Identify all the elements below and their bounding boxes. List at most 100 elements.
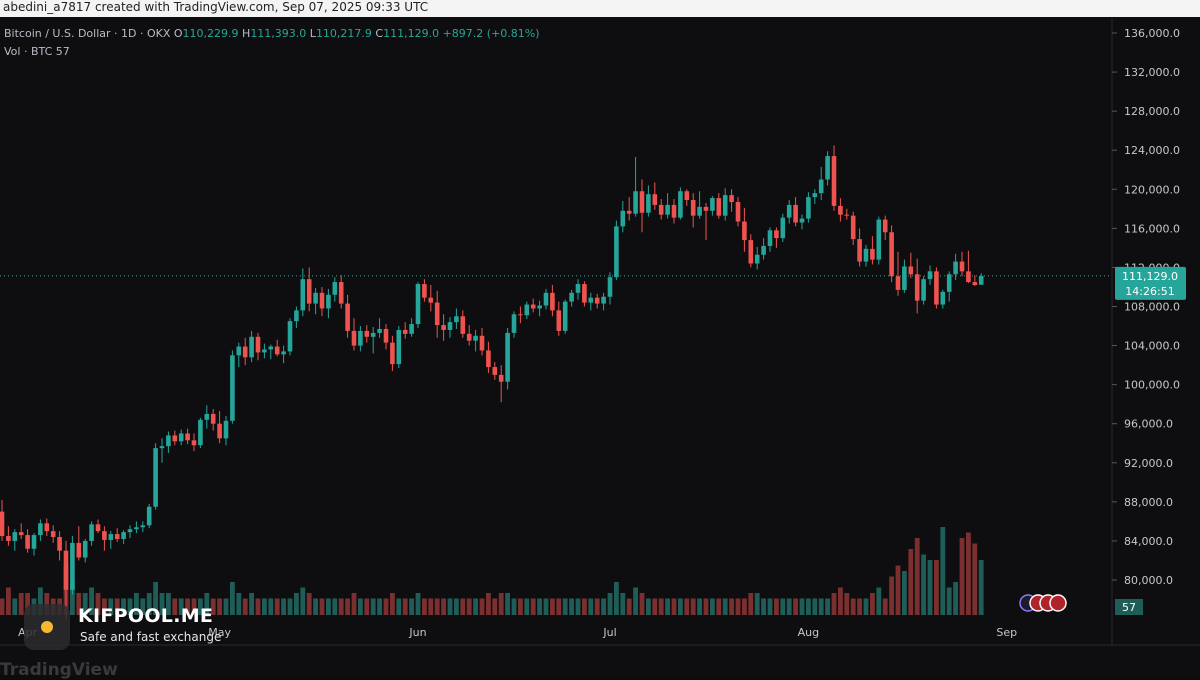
symbol-label: Bitcoin / U.S. Dollar · 1D · OKX	[4, 27, 171, 40]
candle-body	[946, 274, 952, 292]
candle-body	[50, 531, 56, 538]
candle	[0, 499, 5, 541]
candle	[902, 259, 907, 293]
volume-bar	[940, 527, 946, 615]
candle	[953, 253, 958, 281]
candle	[242, 337, 248, 366]
candle-body	[537, 305, 542, 309]
candle-body	[25, 535, 30, 549]
x-tick-label: Jun	[408, 626, 426, 639]
candle-body	[57, 537, 62, 551]
candle	[255, 332, 261, 361]
candle	[633, 157, 638, 217]
candle	[479, 327, 485, 356]
volume-bar	[492, 598, 498, 615]
candle	[684, 189, 690, 206]
volume-bar	[569, 598, 574, 615]
candle-body	[402, 329, 408, 334]
candle-body	[492, 367, 498, 375]
chart-panel[interactable]	[0, 17, 1200, 675]
candle-body	[31, 535, 37, 549]
volume-bar	[76, 593, 82, 615]
volume-bar	[518, 598, 523, 615]
candle-body	[658, 204, 664, 215]
volume-bar	[447, 598, 453, 615]
volume-bar	[550, 598, 555, 615]
candle	[671, 199, 677, 224]
candle	[870, 236, 875, 265]
candle-body	[82, 540, 88, 558]
price-axis: 136,000.0 132,000.0 128,000.0 124,000.0 120,…	[1112, 27, 1180, 587]
header-credit: abedini_a7817 created with TradingView.c…	[0, 0, 1200, 17]
y-tick-label: 92,000.0	[1124, 457, 1173, 470]
candle	[780, 213, 786, 243]
volume-bar	[966, 532, 971, 615]
volume-bar	[742, 598, 747, 615]
close-label: C	[375, 27, 384, 40]
candle	[524, 301, 530, 320]
y-tick-label: 100,000.0	[1124, 379, 1180, 392]
candle-body	[332, 282, 338, 295]
volume-bar	[268, 598, 274, 615]
volume-bar	[326, 598, 331, 615]
volume-bar	[223, 598, 229, 615]
candle-body	[319, 292, 325, 309]
volume-bar	[428, 598, 434, 615]
volume-bar	[614, 582, 619, 615]
candle-body	[940, 291, 946, 305]
candle-body	[857, 239, 862, 262]
candle	[319, 286, 325, 317]
volume-bar	[422, 598, 427, 615]
candle	[895, 251, 901, 296]
candle	[153, 443, 158, 510]
volume-bar	[716, 598, 722, 615]
candle-body	[230, 355, 235, 421]
candle-body	[863, 248, 869, 262]
candle	[690, 193, 696, 228]
candle-body	[569, 292, 574, 302]
candle-body	[652, 194, 658, 205]
candle-body	[364, 330, 370, 337]
low-label: L	[309, 27, 316, 40]
candle	[710, 196, 715, 216]
volume-bar	[844, 593, 850, 615]
candle	[172, 430, 178, 446]
x-tick-label: Jul	[602, 626, 616, 639]
candle-body	[95, 524, 101, 532]
candle-body	[780, 217, 786, 239]
close-value: 111,129.0	[383, 27, 440, 40]
candle-body	[665, 204, 670, 215]
volume-bar	[466, 598, 472, 615]
candle-body	[0, 511, 5, 537]
candle-body	[626, 210, 632, 214]
volume-bar	[121, 598, 126, 615]
volume-bar	[274, 598, 280, 615]
volume-bar	[178, 598, 184, 615]
candle	[966, 250, 971, 284]
candle	[217, 411, 222, 444]
candle	[511, 311, 517, 338]
volume-bar	[665, 598, 670, 615]
candle	[972, 275, 978, 286]
candle-body	[159, 446, 165, 449]
candle	[786, 200, 792, 224]
candle-body	[742, 221, 747, 241]
volume-bar	[703, 598, 709, 615]
price-tag-box	[1115, 266, 1186, 300]
candle	[12, 529, 18, 551]
candle-body	[511, 314, 517, 333]
candle-body	[594, 297, 600, 304]
candle-body	[172, 435, 178, 442]
volume-bar	[319, 598, 325, 615]
candle	[607, 272, 613, 305]
candle	[370, 327, 376, 354]
volume-tag-value: 57	[1122, 601, 1136, 614]
volume-bar	[601, 598, 606, 615]
candle	[575, 279, 581, 300]
candle-body	[601, 296, 606, 304]
candle	[18, 523, 24, 539]
candle	[537, 300, 542, 317]
volume-bar	[543, 598, 549, 615]
volume-bar	[607, 593, 613, 615]
